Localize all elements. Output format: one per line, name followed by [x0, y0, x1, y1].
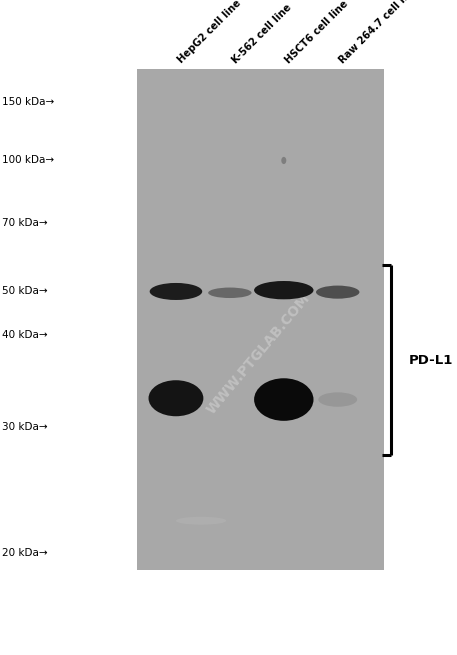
Text: 100 kDa→: 100 kDa→	[2, 155, 54, 166]
Text: HepG2 cell line: HepG2 cell line	[176, 0, 243, 66]
Text: K-562 cell line: K-562 cell line	[230, 3, 293, 66]
Text: 20 kDa→: 20 kDa→	[2, 548, 48, 559]
Text: 30 kDa→: 30 kDa→	[2, 422, 48, 432]
Text: WWW.PTGLAB.COM: WWW.PTGLAB.COM	[204, 291, 313, 417]
Ellipse shape	[176, 517, 226, 525]
Ellipse shape	[316, 286, 359, 299]
Text: 50 kDa→: 50 kDa→	[2, 286, 48, 297]
Bar	[137, 69, 384, 570]
Text: 150 kDa→: 150 kDa→	[2, 96, 54, 107]
Text: 40 kDa→: 40 kDa→	[2, 330, 48, 341]
Ellipse shape	[254, 281, 314, 299]
Text: Raw 264.7 cell line: Raw 264.7 cell line	[338, 0, 420, 66]
Ellipse shape	[254, 379, 314, 421]
Ellipse shape	[208, 288, 252, 298]
Ellipse shape	[281, 157, 286, 164]
Ellipse shape	[149, 283, 202, 300]
Text: 70 kDa→: 70 kDa→	[2, 217, 48, 228]
Text: PD-L1: PD-L1	[409, 354, 453, 367]
Ellipse shape	[149, 380, 203, 417]
Ellipse shape	[318, 392, 357, 407]
Text: HSCT6 cell line: HSCT6 cell line	[284, 0, 351, 66]
